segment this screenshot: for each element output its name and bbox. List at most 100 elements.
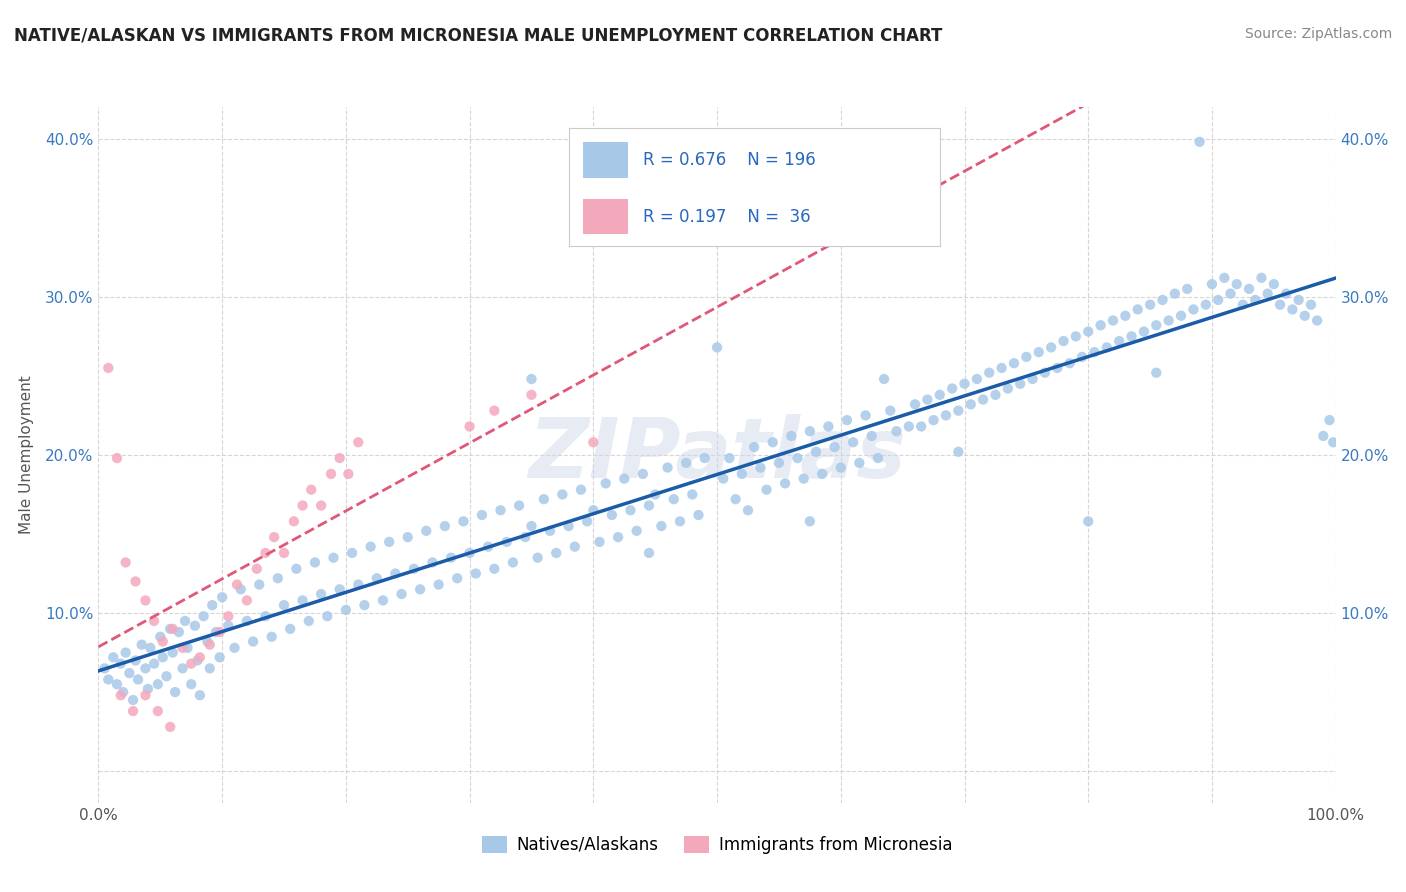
Point [662, 492, 685, 507]
Point [786, 451, 808, 466]
Point [146, 677, 169, 691]
Point [93, 661, 115, 675]
Point [260, 630, 283, 644]
Point [152, 634, 174, 648]
Point [557, 519, 579, 533]
Point [1175, 282, 1198, 296]
Point [520, 388, 543, 402]
Point [195, 634, 218, 648]
Point [681, 487, 703, 501]
Point [246, 562, 269, 576]
Point [644, 487, 666, 501]
Text: NATIVE/ALASKAN VS IMMIGRANTS FROM MICRONESIA MALE UNEMPLOYMENT CORRELATION CHART: NATIVE/ALASKAN VS IMMIGRANTS FROM MICRON… [14, 27, 942, 45]
Point [848, 456, 870, 470]
Point [285, 562, 308, 576]
Point [582, 503, 605, 517]
Point [162, 622, 184, 636]
Point [278, 622, 301, 636]
Point [139, 640, 162, 655]
Point [607, 530, 630, 544]
Point [347, 435, 370, 450]
Point [217, 618, 239, 632]
Point [134, 593, 156, 607]
Point [340, 546, 363, 560]
Point [1275, 286, 1298, 301]
Point [484, 562, 506, 576]
Point [917, 392, 939, 407]
Point [1126, 302, 1149, 317]
Point [415, 524, 437, 538]
Point [1102, 313, 1125, 327]
Y-axis label: Male Unemployment: Male Unemployment [18, 376, 34, 534]
Point [533, 492, 555, 507]
Point [860, 429, 883, 443]
Point [1288, 293, 1310, 307]
Point [1157, 313, 1180, 327]
Point [569, 483, 592, 497]
Point [879, 403, 901, 417]
Text: Source: ZipAtlas.com: Source: ZipAtlas.com [1244, 27, 1392, 41]
Point [1046, 360, 1069, 375]
Point [1002, 356, 1025, 370]
Point [149, 630, 172, 644]
Point [184, 618, 207, 632]
Point [247, 577, 270, 591]
Point [866, 451, 889, 466]
Point [1306, 313, 1329, 327]
Point [1052, 334, 1074, 348]
Point [263, 530, 285, 544]
Point [724, 492, 747, 507]
Point [198, 638, 221, 652]
Point [1213, 270, 1236, 285]
Point [124, 653, 146, 667]
Point [105, 451, 128, 466]
Point [180, 657, 202, 671]
Point [298, 614, 321, 628]
Point [1021, 372, 1043, 386]
Point [477, 540, 499, 554]
Point [353, 598, 375, 612]
Point [118, 666, 141, 681]
Point [1121, 329, 1143, 343]
Point [1312, 429, 1334, 443]
Point [910, 419, 932, 434]
Point [538, 524, 561, 538]
Legend: Natives/Alaskans, Immigrants from Micronesia: Natives/Alaskans, Immigrants from Micron… [475, 829, 959, 861]
Point [979, 366, 1001, 380]
Point [972, 392, 994, 407]
Point [502, 556, 524, 570]
Point [319, 467, 342, 481]
Point [186, 653, 208, 667]
Point [1152, 293, 1174, 307]
Point [928, 388, 950, 402]
Point [440, 550, 463, 565]
Point [103, 650, 125, 665]
Point [174, 614, 197, 628]
Point [1071, 350, 1094, 364]
Point [842, 435, 865, 450]
Point [464, 566, 486, 581]
Point [638, 546, 661, 560]
Point [1206, 293, 1229, 307]
Point [337, 467, 360, 481]
Point [564, 540, 586, 554]
Point [229, 582, 252, 597]
Point [941, 382, 963, 396]
Point [886, 424, 908, 438]
Point [1201, 277, 1223, 292]
Point [1170, 309, 1192, 323]
Point [433, 519, 456, 533]
Point [693, 451, 716, 466]
Point [193, 609, 215, 624]
Point [520, 519, 543, 533]
Point [1077, 514, 1099, 528]
Point [489, 503, 512, 517]
Point [1015, 350, 1038, 364]
Point [966, 372, 988, 386]
Point [409, 582, 432, 597]
Point [165, 685, 187, 699]
Point [891, 214, 914, 228]
Point [446, 571, 468, 585]
Point [134, 688, 156, 702]
Point [675, 456, 697, 470]
